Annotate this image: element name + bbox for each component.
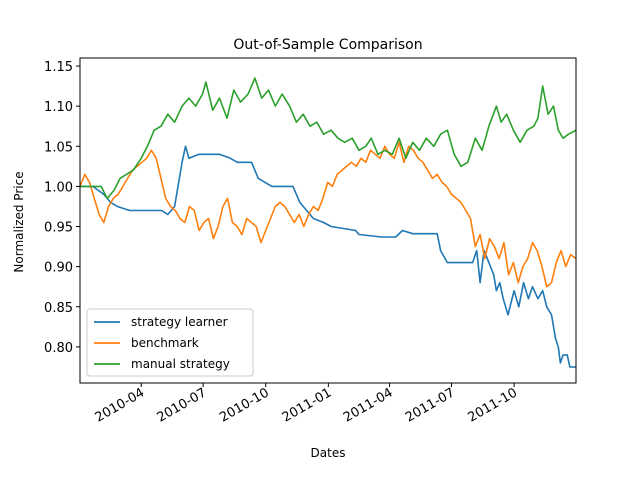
x-tick-label: 2010-04 xyxy=(93,385,148,425)
y-tick-label: 1.15 xyxy=(44,60,73,75)
y-tick-label: 1.05 xyxy=(44,140,73,155)
y-tick-label: 0.95 xyxy=(44,221,73,236)
x-axis: 2010-04 2010-07 2010-10 2011-01 2011-04 2011-… xyxy=(93,383,520,426)
x-tick-label: 2011-07 xyxy=(403,385,458,425)
legend-box xyxy=(86,308,254,377)
y-tick-label: 0.90 xyxy=(44,261,73,276)
legend-label: benchmark xyxy=(131,336,199,350)
x-tick-label: 2011-04 xyxy=(341,385,396,425)
x-tick-label: 2011-10 xyxy=(466,385,521,425)
series-line-strategy-learner xyxy=(80,145,576,368)
y-tick-label: 1.00 xyxy=(44,180,73,195)
x-tick-label: 2011-01 xyxy=(280,385,335,425)
legend-label: strategy learner xyxy=(131,315,228,329)
y-tick-label: 0.80 xyxy=(44,341,73,356)
y-tick-label: 0.85 xyxy=(44,301,73,316)
x-tick-label: 2010-07 xyxy=(155,385,210,425)
x-axis-title: Dates xyxy=(311,446,346,460)
series-line-benchmark xyxy=(80,141,576,288)
y-axis-title: Normalized Price xyxy=(12,171,26,272)
y-axis: 0.80 0.85 0.90 0.95 1.00 1.05 1.10 1.15 xyxy=(44,60,80,356)
chart-title: Out-of-Sample Comparison xyxy=(233,37,422,53)
legend-label: manual strategy xyxy=(131,357,230,371)
series-line-manual-strategy xyxy=(80,77,576,200)
x-tick-label: 2010-10 xyxy=(217,385,272,425)
y-tick-label: 1.10 xyxy=(44,100,73,115)
legend: strategy learner benchmark manual strategy xyxy=(86,308,254,377)
